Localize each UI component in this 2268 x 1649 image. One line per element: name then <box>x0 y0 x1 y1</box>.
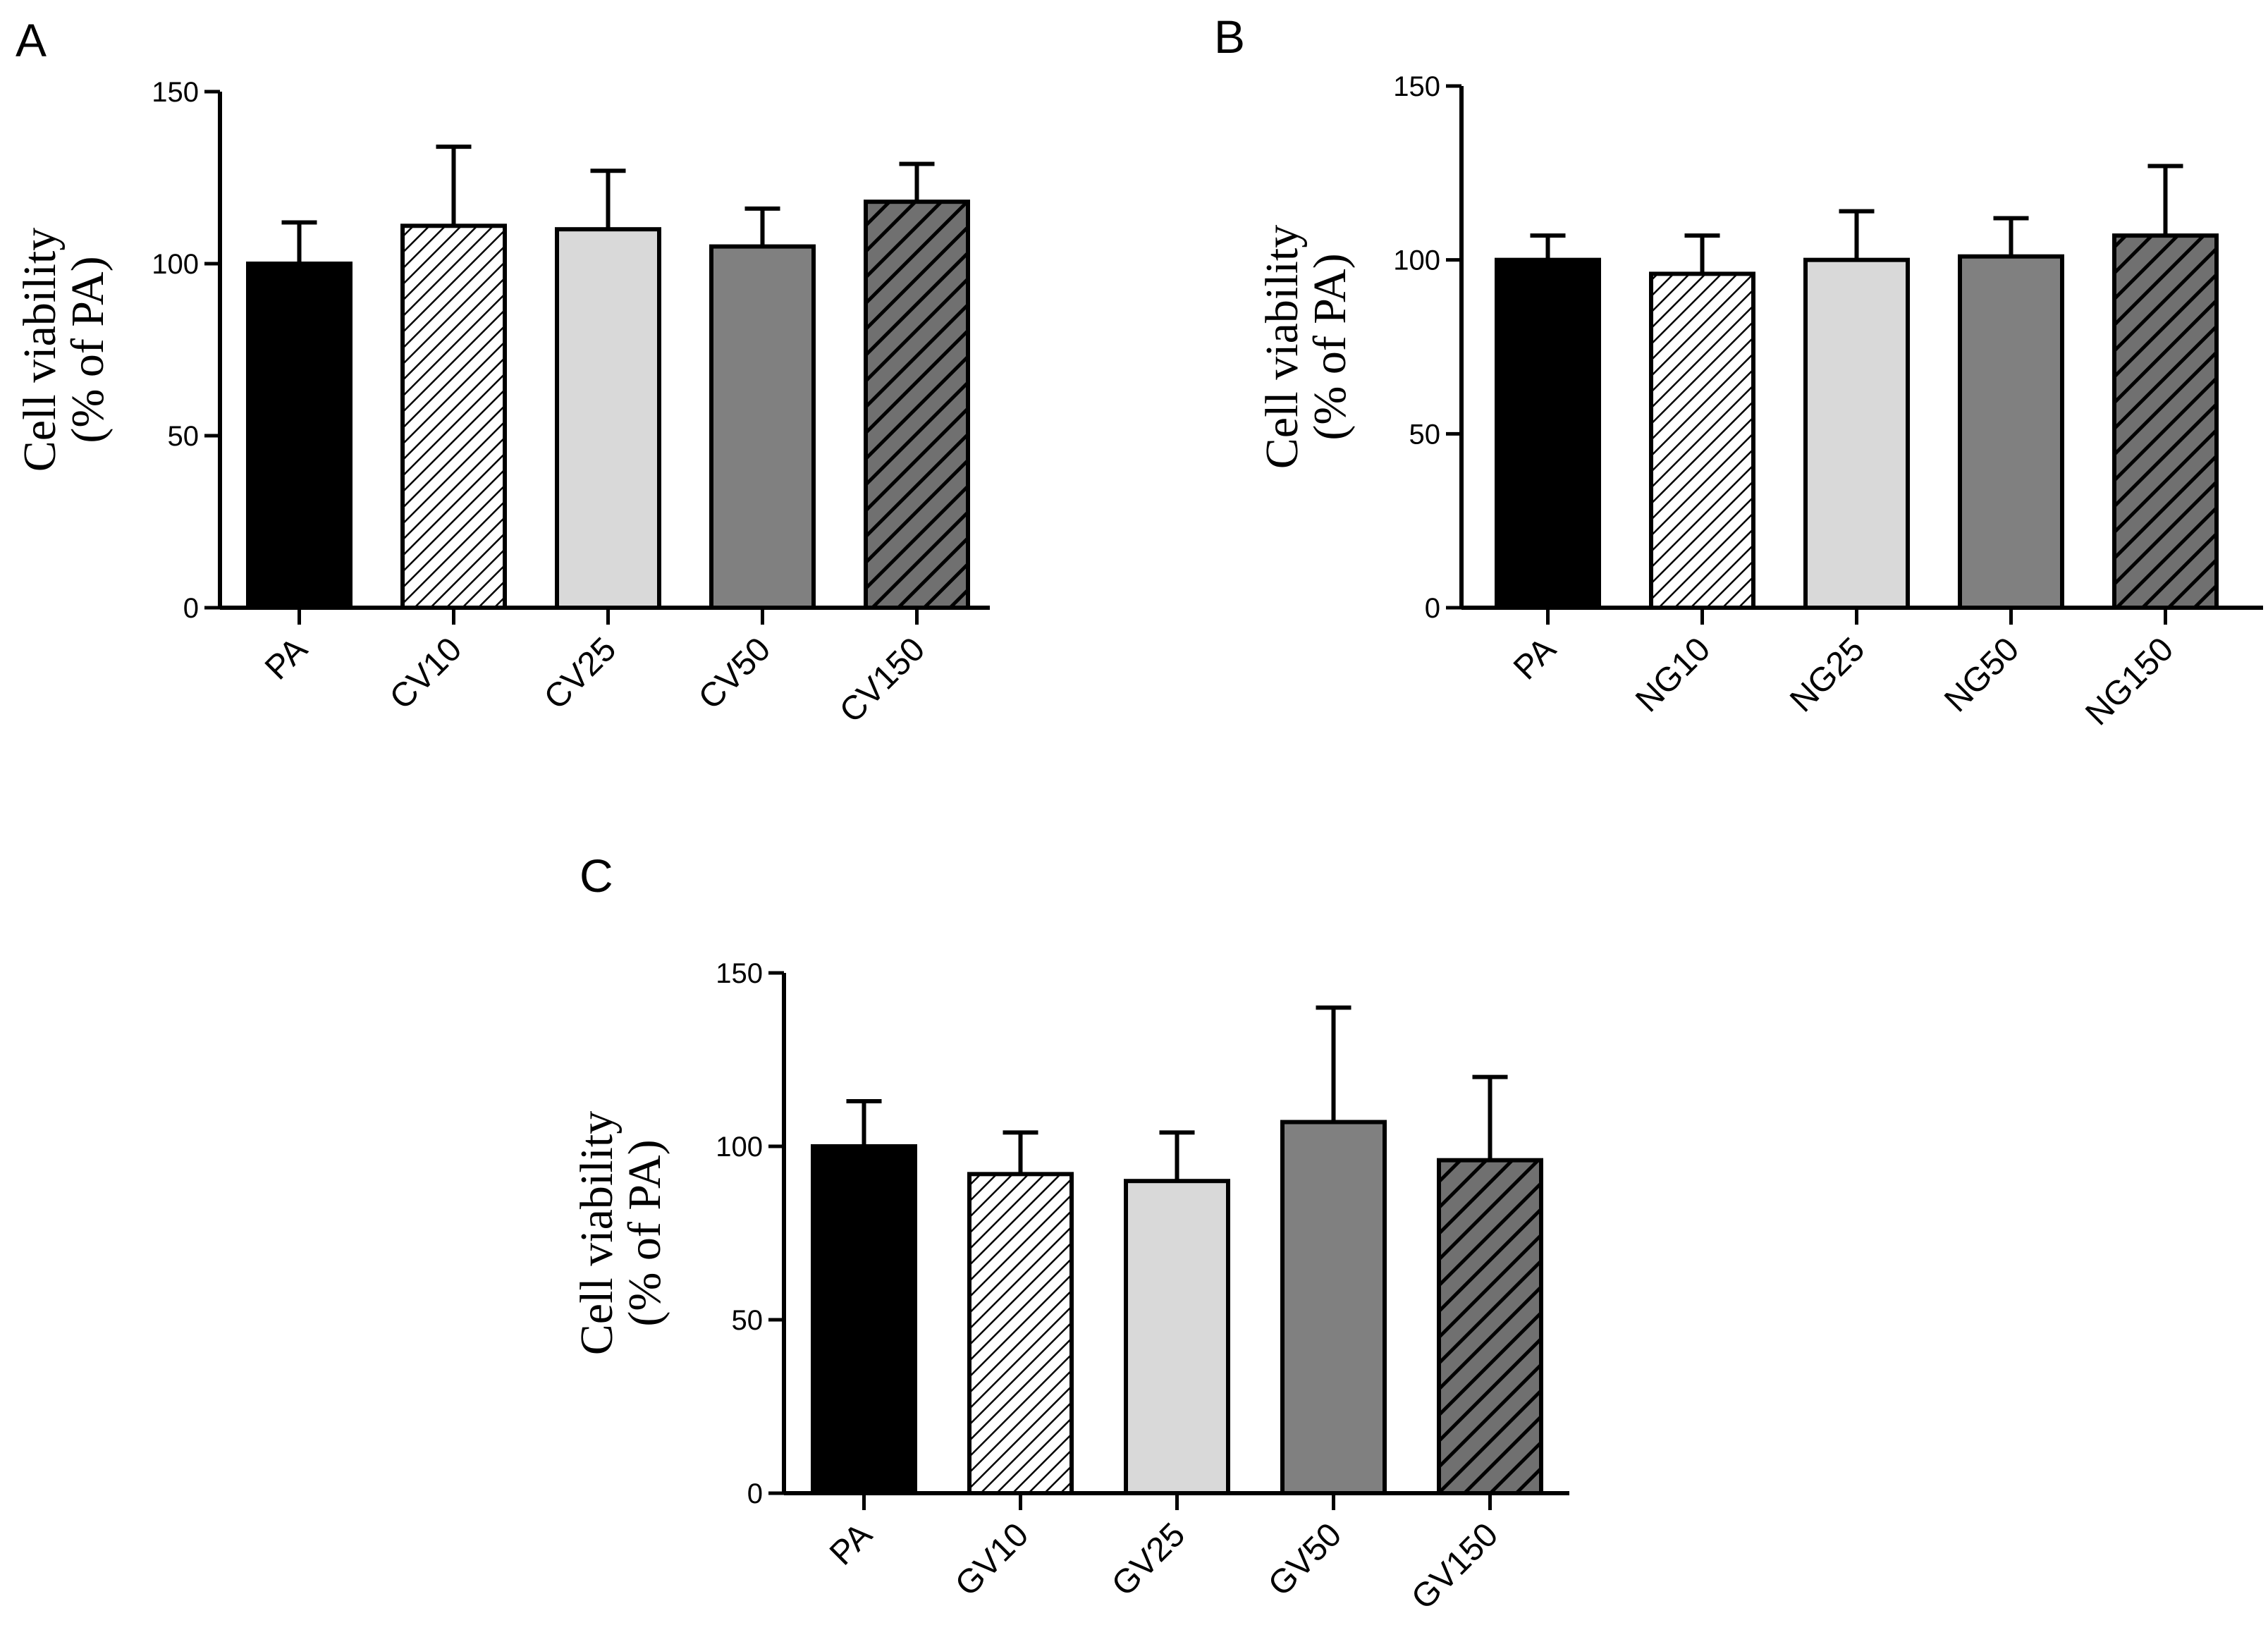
y-axis-title-line2: (% of PA) <box>619 1139 670 1326</box>
bar <box>864 200 970 611</box>
bar <box>1649 271 1755 610</box>
y-axis-title-line2: (% of PA) <box>62 256 114 443</box>
y-tick-label: 50 <box>168 421 200 452</box>
panel-letter: C <box>580 850 613 902</box>
bar <box>1958 254 2064 610</box>
bar <box>709 244 816 611</box>
bar <box>1495 257 1601 610</box>
bar <box>811 1144 917 1495</box>
panel-b: B Cell viability(% of PA) 0 50 100 150 PA NG10 N… <box>1214 11 2263 732</box>
x-tick-label: GV50 <box>1261 1516 1349 1603</box>
y-axis-title-line1: Cell viability <box>1256 225 1308 469</box>
bar <box>1437 1158 1543 1496</box>
y-tick-label: 150 <box>152 77 199 108</box>
y-axis-title-line1: Cell viability <box>14 228 66 472</box>
y-tick-label: 0 <box>183 593 199 624</box>
y-tick-label: 100 <box>1393 245 1440 276</box>
bar <box>967 1172 1074 1495</box>
x-tick-label: CV10 <box>383 630 469 716</box>
y-tick-label: 150 <box>716 958 763 989</box>
y-axis-title-line2: (% of PA) <box>1304 253 1356 440</box>
x-tick-label: NG50 <box>1937 630 2026 719</box>
bar <box>400 223 507 610</box>
x-tick-label: GV150 <box>1404 1516 1505 1617</box>
y-tick-label: 100 <box>716 1132 763 1163</box>
y-tick-label: 150 <box>1393 71 1440 102</box>
x-tick-label: NG150 <box>2078 630 2181 732</box>
bar <box>2112 233 2219 610</box>
x-tick-label: NG25 <box>1783 630 1872 719</box>
bar <box>555 227 661 610</box>
x-tick-label: NG10 <box>1629 630 1717 719</box>
x-tick-label: CV150 <box>833 630 932 730</box>
y-tick-label: 0 <box>1425 593 1440 624</box>
panel-c: C Cell viability(% of PA) 0 50 100 150 PA GV10 G… <box>571 850 1569 1617</box>
y-axis-title-line1: Cell viability <box>571 1111 623 1355</box>
y-tick-label: 100 <box>152 249 199 280</box>
x-tick-label: PA <box>258 630 314 687</box>
bar <box>1803 257 1910 610</box>
x-tick-label: PA <box>1507 630 1563 687</box>
x-tick-label: CV50 <box>692 630 778 716</box>
panel-a: A Cell viability(% of PA) 0 50 100 150 PA CV10 C… <box>14 14 990 730</box>
bar <box>246 262 353 610</box>
y-tick-label: 50 <box>1409 419 1441 450</box>
bar <box>1124 1179 1230 1495</box>
x-tick-label: PA <box>823 1516 879 1572</box>
x-tick-label: GV10 <box>948 1516 1036 1603</box>
y-tick-label: 50 <box>732 1305 764 1336</box>
panel-letter: B <box>1214 11 1245 63</box>
y-tick-label: 0 <box>747 1478 763 1509</box>
bar <box>1280 1120 1387 1496</box>
x-tick-label: CV25 <box>537 630 623 716</box>
panel-letter: A <box>16 14 47 66</box>
x-tick-label: GV25 <box>1105 1516 1192 1603</box>
